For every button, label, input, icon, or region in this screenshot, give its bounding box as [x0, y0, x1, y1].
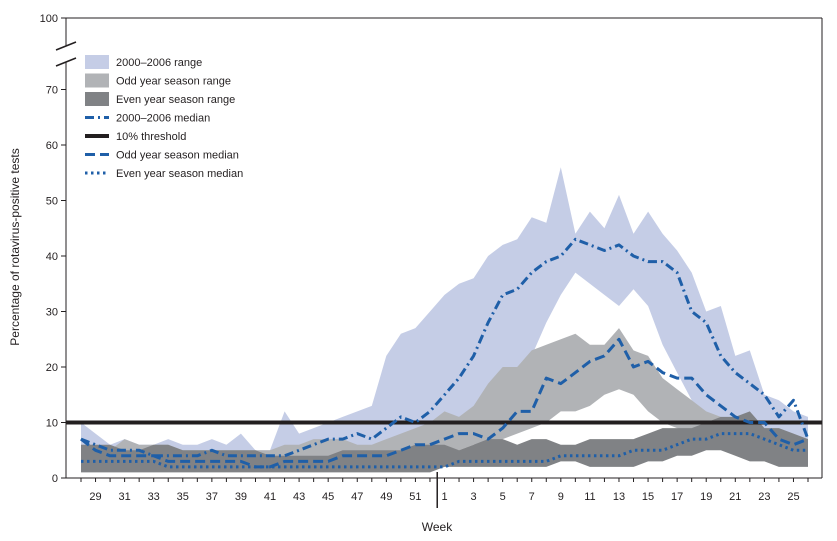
x-tick-label: 43 — [293, 491, 305, 503]
y-tick-label: 40 — [46, 251, 58, 263]
median-lines — [66, 237, 822, 469]
x-tick-label: 49 — [380, 491, 392, 503]
x-tick-label: 33 — [148, 491, 160, 503]
y-tick-label: 100 — [40, 13, 58, 25]
y-axis-title: Percentage of rotavirus-positive tests — [8, 148, 22, 345]
range-band-1 — [81, 167, 808, 467]
range-band-3 — [81, 411, 808, 473]
x-tick-label: 31 — [118, 491, 130, 503]
y-tick-label: 70 — [46, 85, 58, 97]
legend-label: 10% threshold — [116, 131, 186, 143]
legend-label: Odd year season median — [116, 150, 239, 162]
y-tick-label: 20 — [46, 362, 58, 374]
x-tick-label: 13 — [613, 491, 625, 503]
x-tick-label: 19 — [700, 491, 712, 503]
legend-label: Even year season median — [116, 168, 243, 180]
median-line-3 — [81, 432, 808, 469]
x-tick-label: 39 — [235, 491, 247, 503]
x-tick-label: 35 — [177, 491, 189, 503]
x-tick-label: 9 — [558, 491, 564, 503]
x-tick-label: 1 — [441, 491, 447, 503]
x-tick-label: 3 — [471, 491, 477, 503]
x-tick-label: 15 — [642, 491, 654, 503]
x-tick-label: 21 — [729, 491, 741, 503]
legend-swatch — [85, 55, 109, 69]
x-tick-label: 37 — [206, 491, 218, 503]
legend: 2000–2006 range Odd year season range Even… — [85, 55, 243, 180]
median-line-1 — [80, 237, 810, 458]
x-tick-label: 23 — [758, 491, 770, 503]
axis-break-mark — [55, 41, 77, 51]
y-tick-label: 10 — [46, 418, 58, 430]
legend-label: 2000–2006 median — [116, 113, 210, 125]
y-tick-label: 0 — [52, 473, 58, 485]
median-line-2 — [80, 337, 809, 469]
x-tick-label: 29 — [89, 491, 101, 503]
legend-label: Even year season range — [116, 94, 235, 106]
legend-label: 2000–2006 range — [116, 57, 202, 69]
legend-label: Odd year season range — [116, 76, 231, 88]
x-tick-label: 7 — [529, 491, 535, 503]
x-tick-label: 41 — [264, 491, 276, 503]
x-tick-label: 17 — [671, 491, 683, 503]
y-tick-label: 50 — [46, 196, 58, 208]
y-tick-label: 60 — [46, 140, 58, 152]
x-tick-label: 25 — [787, 491, 799, 503]
legend-swatch — [85, 92, 109, 106]
range-band-2 — [81, 328, 808, 467]
x-axis-title: Week — [422, 520, 453, 534]
x-tick-label: 5 — [500, 491, 506, 503]
x-tick-label: 45 — [322, 491, 334, 503]
x-tick-label: 11 — [584, 491, 595, 503]
range-bands — [81, 167, 808, 473]
x-tick-label: 51 — [409, 491, 421, 503]
x-tick-label: 47 — [351, 491, 363, 503]
legend-swatch — [85, 73, 109, 88]
y-tick-label: 30 — [46, 307, 58, 319]
axis-break-mark — [55, 57, 77, 67]
